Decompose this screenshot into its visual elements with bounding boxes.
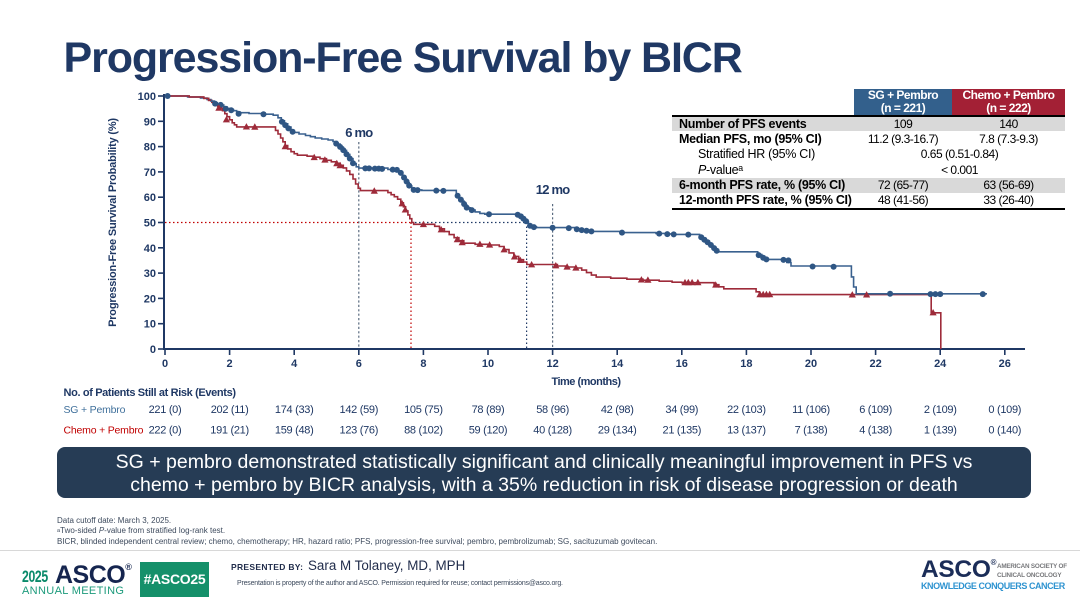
svg-text:24: 24 [934,358,947,370]
svg-text:0: 0 [162,358,168,370]
svg-text:12: 12 [546,358,558,370]
svg-text:1 (139): 1 (139) [924,425,957,437]
svg-text:6 (109): 6 (109) [859,404,892,416]
svg-text:2 (109): 2 (109) [924,404,957,416]
svg-text:No. of Patients Still at Risk: No. of Patients Still at Risk (Events) [64,387,237,399]
svg-text:6 mo: 6 mo [345,125,373,140]
svg-text:58 (96): 58 (96) [536,404,569,416]
svg-text:90: 90 [144,116,156,128]
svg-text:22 (103): 22 (103) [727,404,766,416]
svg-text:4 (138): 4 (138) [859,425,892,437]
svg-text:12 mo: 12 mo [536,182,570,197]
svg-text:123 (76): 123 (76) [340,425,379,437]
svg-text:0 (109): 0 (109) [988,404,1021,416]
svg-text:22: 22 [869,358,881,370]
svg-text:2: 2 [227,358,233,370]
svg-text:100: 100 [138,91,156,103]
svg-text:16: 16 [676,358,688,370]
svg-text:26: 26 [999,358,1011,370]
svg-text:10: 10 [482,358,494,370]
svg-text:30: 30 [144,268,156,280]
svg-text:174 (33): 174 (33) [275,404,314,416]
svg-text:0: 0 [150,344,156,356]
svg-text:Progression-Free Survival Prob: Progression-Free Survival Probability (%… [107,118,119,327]
svg-text:222 (0): 222 (0) [149,425,182,437]
svg-text:13 (137): 13 (137) [727,425,766,437]
svg-text:21 (135): 21 (135) [663,425,702,437]
svg-text:SG + Pembro: SG + Pembro [64,404,126,416]
svg-text:42 (98): 42 (98) [601,404,634,416]
svg-text:159 (48): 159 (48) [275,425,314,437]
svg-text:88 (102): 88 (102) [404,425,443,437]
svg-text:10: 10 [144,319,156,331]
svg-text:Time (months): Time (months) [551,376,621,388]
svg-text:142 (59): 142 (59) [340,404,379,416]
svg-text:105 (75): 105 (75) [404,404,443,416]
svg-text:40 (128): 40 (128) [533,425,572,437]
svg-text:8: 8 [420,358,426,370]
svg-text:18: 18 [740,358,752,370]
svg-text:Chemo + Pembro: Chemo + Pembro [64,425,144,437]
svg-text:191 (21): 191 (21) [210,425,249,437]
svg-text:4: 4 [291,358,298,370]
svg-text:202 (11): 202 (11) [211,404,249,416]
svg-text:0 (140): 0 (140) [988,425,1021,437]
svg-text:20: 20 [805,358,817,370]
svg-text:34 (99): 34 (99) [665,404,698,416]
svg-text:221 (0): 221 (0) [149,404,182,416]
svg-text:14: 14 [611,358,624,370]
svg-text:70: 70 [144,167,156,179]
svg-text:6: 6 [356,358,362,370]
svg-text:20: 20 [144,293,156,305]
svg-text:40: 40 [144,243,156,255]
svg-text:59 (120): 59 (120) [469,425,508,437]
svg-text:50: 50 [144,218,156,230]
svg-text:80: 80 [144,142,156,154]
svg-text:7 (138): 7 (138) [795,425,828,437]
svg-text:11 (106): 11 (106) [792,404,830,416]
svg-text:29 (134): 29 (134) [598,425,637,437]
svg-text:60: 60 [144,192,156,204]
svg-text:78 (89): 78 (89) [472,404,505,416]
